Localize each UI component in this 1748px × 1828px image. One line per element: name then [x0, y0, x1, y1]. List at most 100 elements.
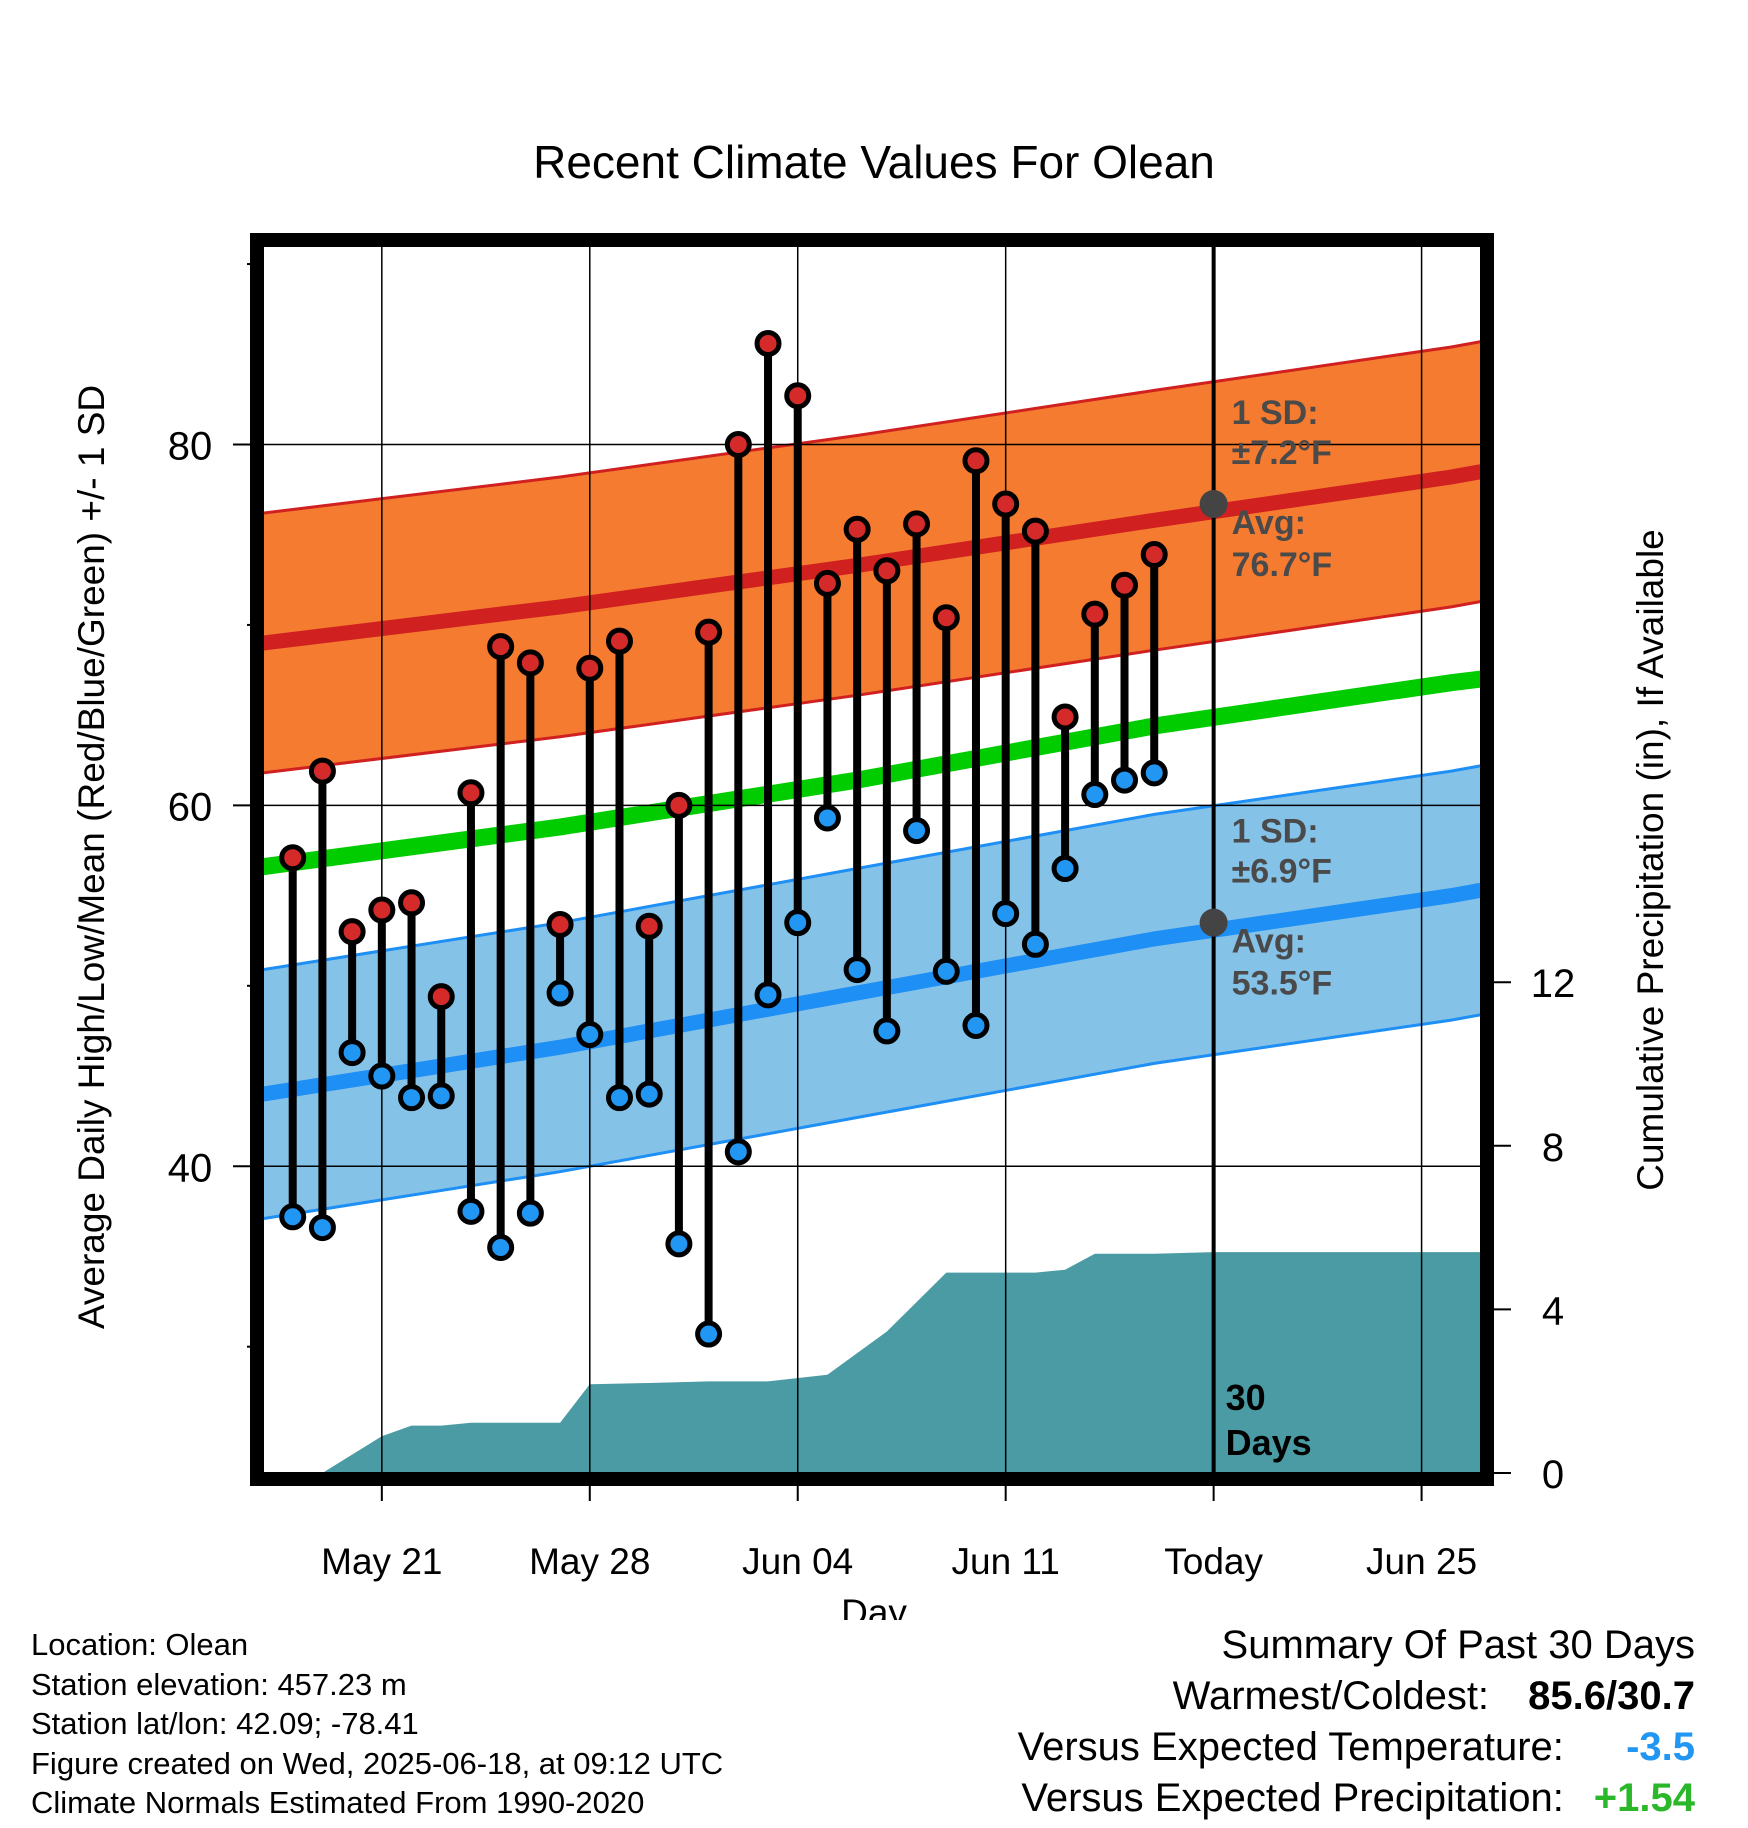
latlon-text: Station lat/lon: 42.09; -78.41 — [31, 1706, 419, 1741]
daily-high-point — [338, 918, 366, 946]
today-low-avg-point — [1199, 908, 1228, 937]
temp-value: -3.5 — [1626, 1725, 1695, 1769]
daily-low-point — [1081, 781, 1109, 809]
y2-axis-label: Cumulative Precipitation (in), If Availa… — [1630, 529, 1671, 1191]
normals-text: Climate Normals Estimated From 1990-2020 — [31, 1785, 645, 1820]
y-axis-label: Average Daily High/Low/Mean (Red/Blue/Gr… — [71, 385, 112, 1329]
daily-low-point — [516, 1199, 544, 1227]
daily-high-point — [427, 983, 455, 1011]
axes: 40 60 80 0 4 8 12 May 21 May 28 Jun 04 Jun 11 Today… — [168, 263, 1576, 1582]
climate-chart: Recent Climate Values For Olean 1 SD:±7.… — [71, 136, 1671, 1620]
daily-high-point — [576, 654, 604, 682]
daily-high-point — [546, 910, 574, 938]
elevation-text: Station elevation: 457.23 m — [31, 1666, 407, 1702]
daily-low-point — [932, 957, 960, 985]
daily-low-point — [962, 1012, 990, 1040]
daily-low-point — [457, 1197, 485, 1225]
daily-high-point — [813, 569, 841, 597]
daily-low-point — [754, 981, 782, 1009]
daily-low-point — [1111, 766, 1139, 794]
daily-low-point — [873, 1017, 901, 1045]
x-tick-label: May 21 — [321, 1541, 442, 1582]
daily-low-point — [546, 979, 574, 1007]
daily-low-point — [427, 1082, 455, 1110]
daily-low-point — [398, 1084, 426, 1112]
daily-low-point — [992, 900, 1020, 928]
daily-high-point — [368, 896, 396, 924]
y2-tick-label: 12 — [1531, 962, 1576, 1006]
today-high-avg-point — [1199, 490, 1228, 519]
daily-low-point — [665, 1230, 693, 1258]
precip-label: Versus Expected Precipitation: — [1021, 1776, 1564, 1820]
daily-low-point — [903, 817, 931, 845]
y2-tick-label: 0 — [1542, 1453, 1564, 1497]
warm-cold-label: Warmest/Coldest: — [1172, 1674, 1490, 1718]
daily-low-point — [813, 804, 841, 832]
daily-high-point — [724, 430, 752, 458]
daily-high-point — [1140, 541, 1168, 569]
summary-warm-cold-row: Warmest/Coldest: 85.6/30.7 — [1018, 1671, 1695, 1722]
daily-low-point — [487, 1233, 515, 1261]
daily-high-point — [605, 627, 633, 655]
daily-low-point — [843, 956, 871, 984]
chart-title: Recent Climate Values For Olean — [533, 136, 1215, 188]
daily-high-point — [665, 791, 693, 819]
low-sd-label: 1 SD: — [1232, 813, 1319, 851]
x-tick-label: Jun 11 — [952, 1541, 1060, 1582]
daily-low-point — [279, 1203, 307, 1231]
y-tick-label: 80 — [168, 424, 213, 468]
daily-high-point — [635, 912, 663, 940]
daily-low-point — [1051, 855, 1079, 883]
daily-low-point — [308, 1214, 336, 1242]
x-axis-label: Day — [841, 1592, 907, 1620]
daily-high-point — [992, 490, 1020, 518]
daily-high-point — [457, 779, 485, 807]
daily-bars — [279, 329, 1168, 1348]
daily-high-point — [1081, 600, 1109, 628]
high-avg-label: Avg: — [1232, 504, 1306, 542]
daily-high-point — [695, 618, 723, 646]
daily-high-point — [843, 515, 871, 543]
low-sd-value: ±6.9°F — [1232, 853, 1332, 891]
daily-high-point — [932, 604, 960, 632]
daily-high-point — [516, 649, 544, 677]
daily-low-point — [695, 1320, 723, 1348]
y2-tick-label: 8 — [1542, 1126, 1564, 1170]
daily-high-point — [784, 382, 812, 410]
daily-high-point — [279, 844, 307, 872]
daily-low-point — [1021, 930, 1049, 958]
high-avg-value: 76.7°F — [1232, 546, 1333, 584]
summary-precip-row: Versus Expected Precipitation: +1.54 — [1018, 1773, 1695, 1824]
x-tick-label: Jun 04 — [742, 1541, 853, 1582]
daily-high-point — [903, 510, 931, 538]
daily-low-point — [635, 1080, 663, 1108]
temp-label: Versus Expected Temperature: — [1017, 1725, 1564, 1769]
period-unit: Days — [1226, 1422, 1312, 1463]
daily-low-point — [1140, 759, 1168, 787]
daily-high-point — [308, 757, 336, 785]
daily-high-point — [1111, 571, 1139, 599]
daily-low-point — [338, 1039, 366, 1067]
y-tick-label: 60 — [168, 785, 213, 829]
summary-temp-row: Versus Expected Temperature: -3.5 — [1018, 1722, 1695, 1773]
precip-value: +1.54 — [1593, 1776, 1695, 1820]
daily-low-point — [605, 1084, 633, 1112]
daily-high-point — [962, 447, 990, 475]
daily-high-point — [487, 633, 515, 661]
summary-panel: Summary Of Past 30 Days Warmest/Coldest:… — [1018, 1620, 1695, 1824]
low-avg-value: 53.5°F — [1232, 965, 1333, 1003]
station-info: Location: Olean Station elevation: 457.2… — [31, 1625, 723, 1823]
high-sd-value: ±7.2°F — [1232, 434, 1332, 472]
precipitation-area — [322, 1252, 1481, 1473]
low-avg-label: Avg: — [1232, 923, 1306, 961]
daily-high-point — [398, 889, 426, 917]
daily-high-point — [873, 557, 901, 585]
high-sd-label: 1 SD: — [1232, 394, 1319, 432]
daily-low-point — [724, 1138, 752, 1166]
period-number: 30 — [1226, 1377, 1266, 1418]
y-tick-label: 40 — [168, 1146, 213, 1190]
daily-low-point — [368, 1062, 396, 1090]
x-tick-label: Jun 25 — [1366, 1541, 1477, 1582]
warm-cold-value: 85.6/30.7 — [1528, 1674, 1695, 1718]
